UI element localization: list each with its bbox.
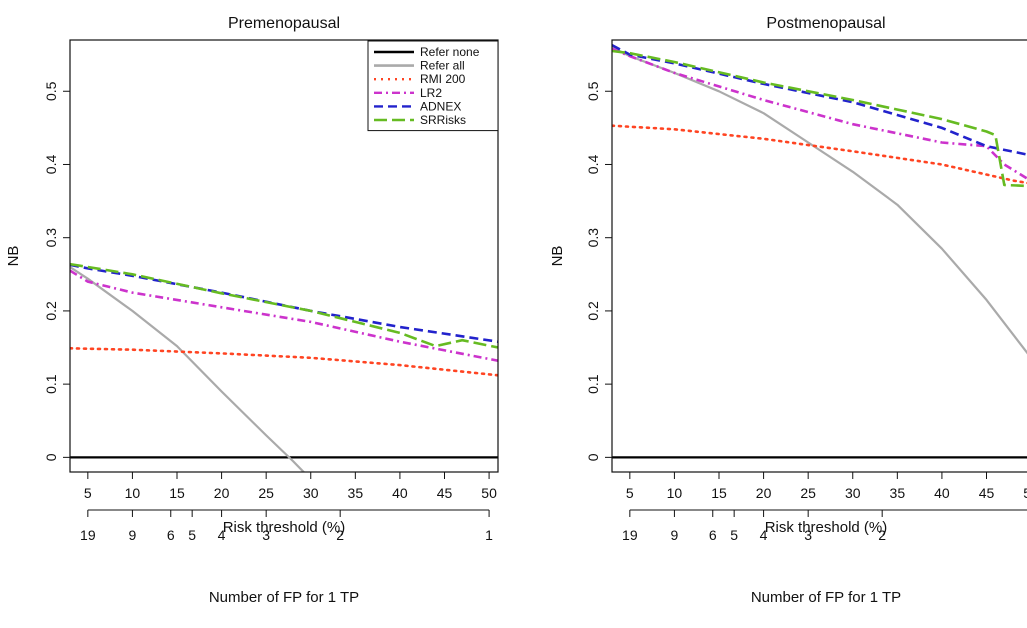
y-tick-label: 0.5 — [43, 81, 59, 101]
x-axis-label: Risk threshold (%) — [765, 519, 888, 536]
x-tick-label: 25 — [258, 485, 274, 501]
y-tick-label: 0.3 — [585, 228, 601, 248]
secondary-tick-label: 6 — [709, 527, 717, 543]
x-tick-label: 35 — [890, 485, 906, 501]
x-tick-label: 40 — [934, 485, 950, 501]
series-line-rmi-200 — [612, 124, 1027, 185]
y-tick-label: 0.2 — [585, 301, 601, 321]
x-tick-label: 50 — [1023, 485, 1027, 501]
x-tick-label: 5 — [84, 485, 92, 501]
x-tick-label: 45 — [437, 485, 453, 501]
legend-entry: RMI 200 — [420, 72, 466, 86]
x-tick-label: 25 — [800, 485, 816, 501]
series-group — [70, 262, 498, 472]
series-group — [612, 43, 1027, 459]
secondary-tick-label: 19 — [80, 527, 96, 543]
legend-entry: ADNEX — [420, 99, 461, 113]
series-line-lr2 — [612, 47, 1027, 180]
x-tick-label: 10 — [667, 485, 683, 501]
y-tick-label: 0.4 — [585, 155, 601, 175]
secondary-tick-label: 6 — [167, 527, 175, 543]
x-tick-label: 5 — [626, 485, 634, 501]
secondary-tick-label: 4 — [760, 527, 768, 543]
secondary-tick-label: 3 — [804, 527, 812, 543]
secondary-axis-label: Number of FP for 1 TP — [751, 589, 901, 606]
y-tick-label: 0 — [585, 453, 601, 461]
legend-entry: Refer none — [420, 45, 480, 59]
series-line-refer-all — [612, 46, 1027, 355]
y-axis-label: NB — [5, 246, 22, 267]
x-axis-label: Risk threshold (%) — [223, 519, 346, 536]
secondary-axis-label: Number of FP for 1 TP — [209, 589, 359, 606]
y-tick-label: 0.1 — [43, 374, 59, 394]
series-line-adnex — [70, 263, 498, 343]
y-tick-label: 0 — [43, 453, 59, 461]
x-tick-label: 15 — [711, 485, 727, 501]
secondary-tick-label: 5 — [730, 527, 738, 543]
y-tick-label: 0.1 — [585, 374, 601, 394]
legend-entry: SRRisks — [420, 113, 466, 127]
y-tick-label: 0.5 — [585, 81, 601, 101]
secondary-tick-label: 4 — [218, 527, 226, 543]
secondary-tick-label: 3 — [262, 527, 270, 543]
y-tick-label: 0.2 — [43, 301, 59, 321]
secondary-tick-label: 19 — [622, 527, 638, 543]
x-tick-label: 30 — [845, 485, 861, 501]
series-line-srrisks — [70, 262, 498, 349]
series-line-rmi-200 — [70, 346, 498, 377]
secondary-tick-label: 2 — [336, 527, 344, 543]
x-tick-label: 20 — [756, 485, 772, 501]
secondary-tick-label: 9 — [129, 527, 137, 543]
series-line-lr2 — [70, 269, 498, 362]
chart-title: Postmenopausal — [766, 15, 885, 32]
secondary-tick-label: 5 — [188, 527, 196, 543]
x-tick-label: 20 — [214, 485, 230, 501]
panel-2: Postmenopausal NB 0 0.1 0.2 0.3 0.4 0.5 5 10 15 20 2… — [549, 15, 1027, 606]
x-tick-label: 45 — [979, 485, 995, 501]
series-line-adnex — [612, 43, 1027, 156]
y-axis-label: NB — [549, 246, 566, 267]
series-line-srrisks — [612, 49, 1027, 188]
secondary-tick-label: 2 — [878, 527, 886, 543]
x-tick-label: 30 — [303, 485, 319, 501]
y-tick-label: 0.3 — [43, 228, 59, 248]
legend-entry: Refer all — [420, 59, 465, 73]
plot-frame — [611, 39, 1027, 473]
y-tick-label: 0.4 — [43, 155, 59, 175]
secondary-tick-label: 9 — [671, 527, 679, 543]
secondary-tick-label: 1 — [485, 527, 493, 543]
plot-frame — [69, 39, 499, 473]
chart-title: Premenopausal — [228, 15, 340, 32]
legend-box — [367, 40, 499, 132]
x-tick-label: 15 — [169, 485, 185, 501]
x-tick-label: 50 — [481, 485, 497, 501]
series-line-refer-all — [70, 266, 306, 472]
x-tick-label: 10 — [125, 485, 141, 501]
x-tick-label: 35 — [348, 485, 364, 501]
x-tick-label: 40 — [392, 485, 408, 501]
legend-entry: LR2 — [420, 86, 442, 100]
